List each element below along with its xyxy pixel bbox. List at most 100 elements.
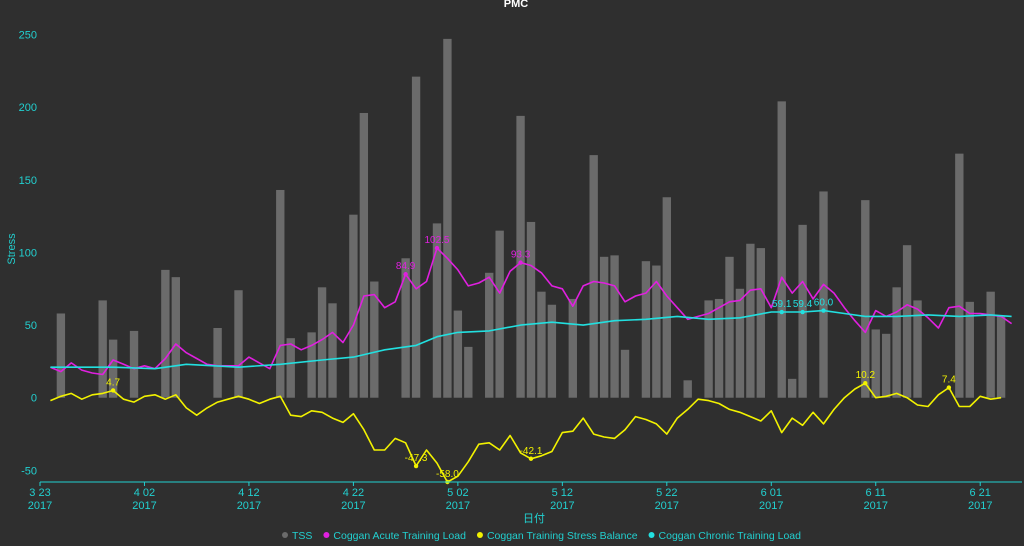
- tss-bar: [620, 349, 630, 398]
- y-tick-label: 0: [31, 393, 37, 405]
- tss-bar: [213, 328, 222, 398]
- tss-bar: [516, 115, 525, 398]
- tss-bar: [965, 301, 974, 398]
- tss-bar: [704, 300, 713, 398]
- point-label: 7.4: [942, 375, 956, 386]
- point-marker: [434, 245, 440, 251]
- point-label: -42.1: [520, 446, 543, 457]
- x-tick-year: 2017: [864, 500, 888, 512]
- tss-bar: [370, 281, 379, 398]
- y-tick-label: 200: [19, 102, 37, 114]
- tss-bar: [286, 338, 295, 398]
- legend-item: Coggan Chronic Training Load: [659, 530, 802, 542]
- tss-bar: [714, 298, 724, 398]
- point-label: 4.7: [106, 377, 120, 388]
- x-tick-label: 6 11: [865, 487, 886, 499]
- tss-bar: [349, 214, 358, 398]
- x-tick-label: 5 22: [656, 487, 677, 499]
- tss-bars: [56, 38, 1006, 398]
- x-tick-label: 3 23: [29, 487, 50, 499]
- series-line-1: [50, 247, 1013, 376]
- x-tick-year: 2017: [550, 500, 574, 512]
- tss-bar: [996, 316, 1006, 398]
- x-tick-label: 4 22: [343, 487, 364, 499]
- tss-bar: [432, 223, 442, 398]
- x-tick-year: 2017: [759, 500, 783, 512]
- point-label: 102.5: [424, 235, 449, 246]
- y-tick-label: -50: [21, 465, 37, 477]
- point-label: 60.0: [814, 298, 834, 309]
- legend-marker: [648, 532, 655, 538]
- legend-item: Coggan Acute Training Load: [333, 530, 466, 542]
- series-lines: [50, 247, 1013, 483]
- x-tick-year: 2017: [968, 500, 992, 512]
- tss-bar: [735, 288, 745, 398]
- tss-bar: [986, 291, 995, 398]
- tss-bar: [537, 291, 546, 398]
- x-tick-year: 2017: [446, 500, 470, 512]
- tss-bar: [861, 200, 870, 398]
- point-marker: [800, 309, 805, 315]
- series-line-3: [50, 309, 1012, 370]
- tss-bar: [610, 255, 619, 398]
- x-tick-label: 4 02: [134, 487, 155, 499]
- tss-bar: [317, 287, 327, 398]
- tss-bar: [495, 230, 504, 398]
- tss-bar: [234, 290, 243, 398]
- point-label: 59.4: [793, 299, 813, 310]
- point-marker: [946, 385, 952, 390]
- x-tick-label: 6 01: [761, 487, 782, 499]
- y-axis-ticks: -50 0 50 100 150 200 250: [19, 30, 37, 478]
- tss-bar: [599, 256, 609, 398]
- y-tick-label: 250: [19, 30, 37, 42]
- tss-bar: [526, 221, 536, 398]
- tss-bar: [171, 277, 180, 398]
- tss-bar: [871, 329, 880, 398]
- tss-bar: [276, 189, 285, 398]
- chart-title: PMC: [504, 0, 529, 10]
- tss-bar: [161, 269, 170, 398]
- point-marker: [518, 260, 523, 265]
- point-label: 59.1: [772, 299, 792, 310]
- tss-bar: [307, 332, 316, 398]
- legend-item: TSS: [292, 530, 312, 542]
- x-tick-label: 4 12: [238, 487, 259, 499]
- point-marker: [413, 463, 419, 469]
- tss-bar: [756, 248, 766, 398]
- tss-bar: [129, 330, 139, 398]
- x-tick-year: 2017: [132, 500, 156, 512]
- tss-bar: [641, 261, 651, 398]
- tss-bar: [819, 191, 828, 398]
- point-label: 84.9: [396, 261, 416, 272]
- x-axis-label: 日付: [523, 512, 545, 525]
- point-marker: [110, 388, 116, 393]
- tss-bar: [662, 197, 671, 398]
- tss-bar: [56, 313, 66, 398]
- x-tick-year: 2017: [341, 500, 365, 512]
- legend-marker: [323, 532, 330, 538]
- tss-bar: [652, 265, 661, 398]
- legend-item: Coggan Training Stress Balance: [487, 530, 638, 542]
- x-tick-year: 2017: [655, 500, 679, 512]
- tss-bar: [443, 38, 452, 398]
- legend-marker: [476, 532, 483, 538]
- tss-bar: [411, 76, 421, 398]
- tss-bar: [589, 155, 598, 398]
- point-marker: [528, 456, 534, 461]
- tss-bar: [683, 380, 692, 398]
- tss-bar: [453, 310, 463, 398]
- x-tick-year: 2017: [237, 500, 261, 512]
- tss-bar: [913, 300, 922, 398]
- tss-bar: [777, 101, 786, 398]
- legend: TSS Coggan Acute Training Load Coggan Trai…: [282, 530, 801, 542]
- point-labels: 84.9 102.5 93.3 4.7 -47.3 -58.0 -42.1 10.2 7.4 59…: [106, 235, 956, 485]
- point-label: 93.3: [511, 250, 531, 261]
- series-line-2: [50, 382, 1002, 483]
- legend-marker: [282, 532, 288, 538]
- x-tick-label: 5 02: [447, 487, 468, 499]
- point-label: 10.2: [856, 370, 876, 381]
- tss-bar: [328, 303, 337, 398]
- tss-bar: [787, 378, 797, 398]
